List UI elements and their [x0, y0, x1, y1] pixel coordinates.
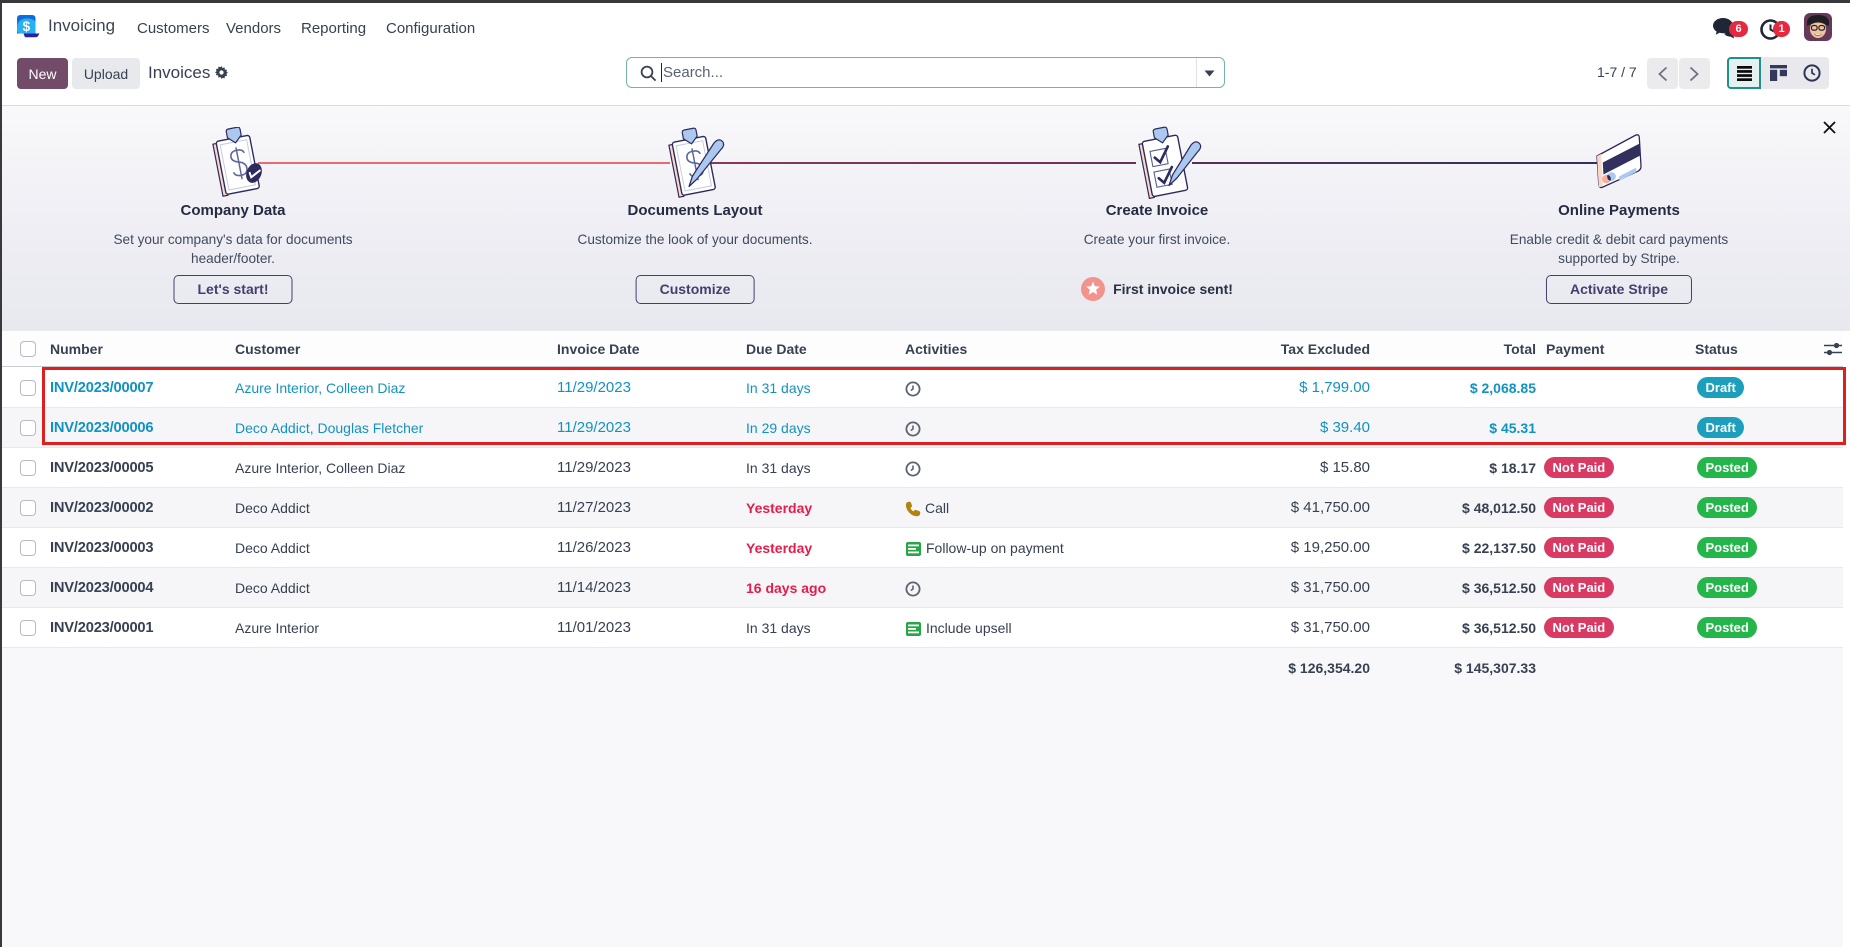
svg-text:$: $ — [23, 19, 31, 34]
